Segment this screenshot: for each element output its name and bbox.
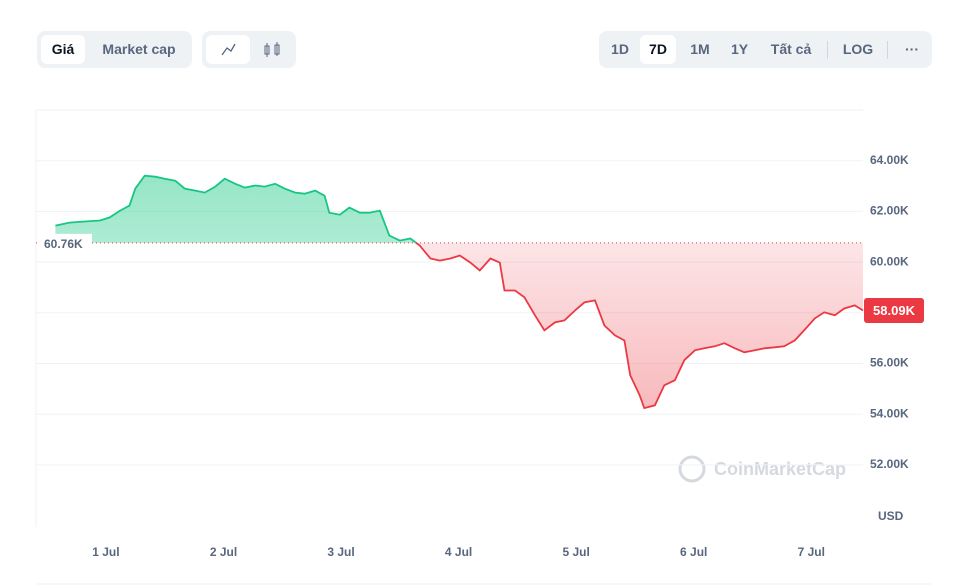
x-tick-label: 5 Jul	[562, 545, 589, 559]
x-tick-label: 2 Jul	[210, 545, 237, 559]
current-price-label: 58.09K	[873, 303, 916, 318]
y-tick-label: 56.00K	[870, 356, 909, 370]
range-button[interactable]: 1M	[690, 41, 710, 57]
line-chart-button[interactable]	[206, 35, 250, 64]
log-button[interactable]: LOG	[842, 41, 874, 57]
area	[55, 175, 417, 243]
x-tick-label: 1 Jul	[92, 545, 119, 559]
range-button[interactable]: 7D	[640, 35, 676, 64]
x-tick-label: 6 Jul	[680, 545, 707, 559]
y-tick-label: 54.00K	[870, 406, 909, 420]
more-button[interactable]: ···	[905, 41, 919, 57]
watermark-text: CoinMarketCap	[714, 459, 846, 479]
chart-type-group	[202, 31, 296, 68]
currency-label: USD	[878, 509, 904, 523]
baseline-label: 60.76K	[44, 237, 83, 251]
tab[interactable]: Giá	[41, 35, 85, 64]
tab[interactable]: Market cap	[102, 41, 176, 57]
range-button[interactable]: Tất cả	[770, 41, 812, 57]
y-tick-label: 62.00K	[870, 204, 909, 218]
x-tick-label: 3 Jul	[327, 545, 354, 559]
y-tick-label: 64.00K	[870, 153, 909, 167]
price-line	[55, 174, 418, 243]
tab-group: Giá Market cap	[37, 31, 192, 68]
separator	[887, 41, 888, 59]
current-price-tag	[864, 298, 924, 324]
watermark: CoinMarketCap	[678, 455, 846, 483]
separator	[827, 41, 828, 59]
x-tick-label: 7 Jul	[798, 545, 825, 559]
price-line	[414, 242, 864, 410]
baseline-tag-bg	[40, 233, 92, 252]
y-tick-label: 52.00K	[870, 457, 909, 471]
x-tick-label: 4 Jul	[445, 545, 472, 559]
candle-chart-button[interactable]	[252, 35, 292, 64]
range-group: 1D 7D 1M 1Y Tất cả LOG ···	[599, 31, 932, 68]
range-button[interactable]: 1Y	[730, 41, 749, 57]
y-tick-label: 60.00K	[870, 254, 909, 268]
range-button[interactable]: 1D	[611, 41, 629, 57]
area	[55, 242, 863, 409]
